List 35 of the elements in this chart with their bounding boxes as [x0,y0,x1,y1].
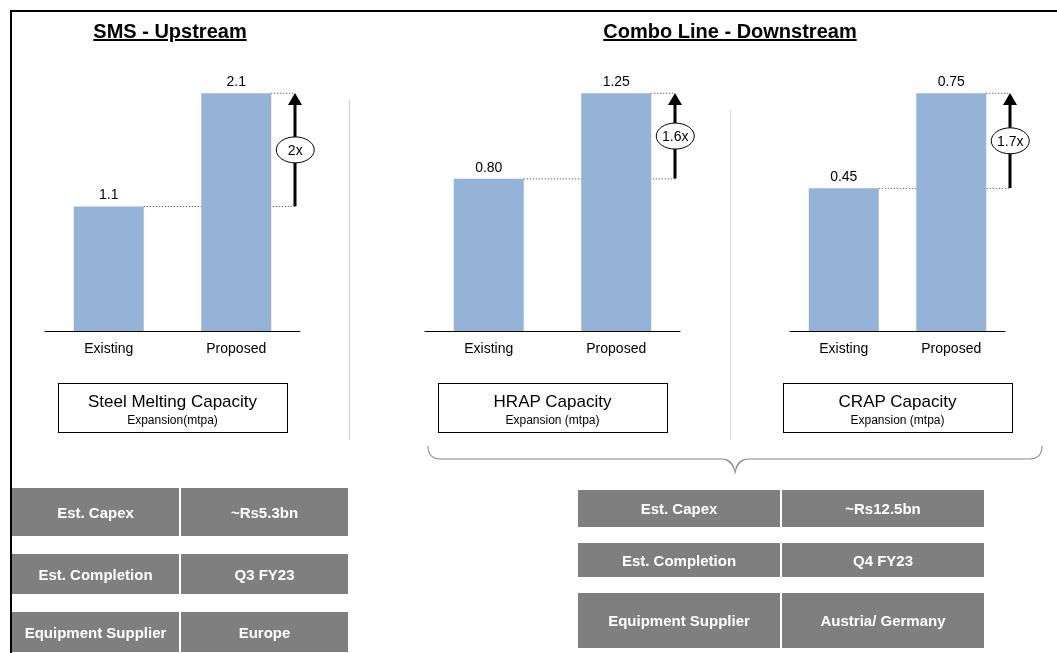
chart-title: SMS - Upstream [92,20,248,43]
text: Est. Completion [12,554,179,594]
data-label: 0.45 [830,168,858,185]
text: Est. Completion [578,543,780,577]
text: Q3 FY23 [181,554,348,594]
text: Combo Line - Downstream [602,20,858,43]
data-label: 0.75 [937,73,966,90]
x-tick-label: Proposed [586,340,647,356]
text: Austria/ Germany [782,593,984,648]
data-label: 2.1 [226,73,247,90]
text: ~Rs5.3bn [181,488,348,536]
data-label: 1.1 [99,186,119,203]
x-tick-label: Existing [819,340,869,356]
text: HRAP Capacity [492,392,613,412]
text: ~Rs12.5bn [782,490,984,527]
text: Est. Capex [12,488,179,536]
text: CRAP Capacity [837,392,958,412]
x-tick-label: Proposed [206,340,267,356]
text: Expansion(mtpa) [126,413,219,427]
data-label: 0.80 [475,158,503,175]
text: Equipment Supplier [578,593,780,648]
annotation: 2x [287,141,303,158]
x-tick-label: Existing [464,340,514,356]
annotation: 1.6x [662,128,689,145]
text: Q4 FY23 [782,543,984,577]
text: Expansion (mtpa) [849,413,946,427]
text: Steel Melting Capacity [86,392,259,412]
text: Est. Capex [578,490,780,527]
text: Equipment Supplier [12,612,179,652]
data-label: 1.25 [602,73,631,90]
x-tick-label: Proposed [921,340,982,356]
text: Europe [181,612,348,652]
x-tick-label: Existing [84,340,134,356]
annotation: 1.7x [997,132,1024,149]
text: Expansion (mtpa) [504,413,601,427]
